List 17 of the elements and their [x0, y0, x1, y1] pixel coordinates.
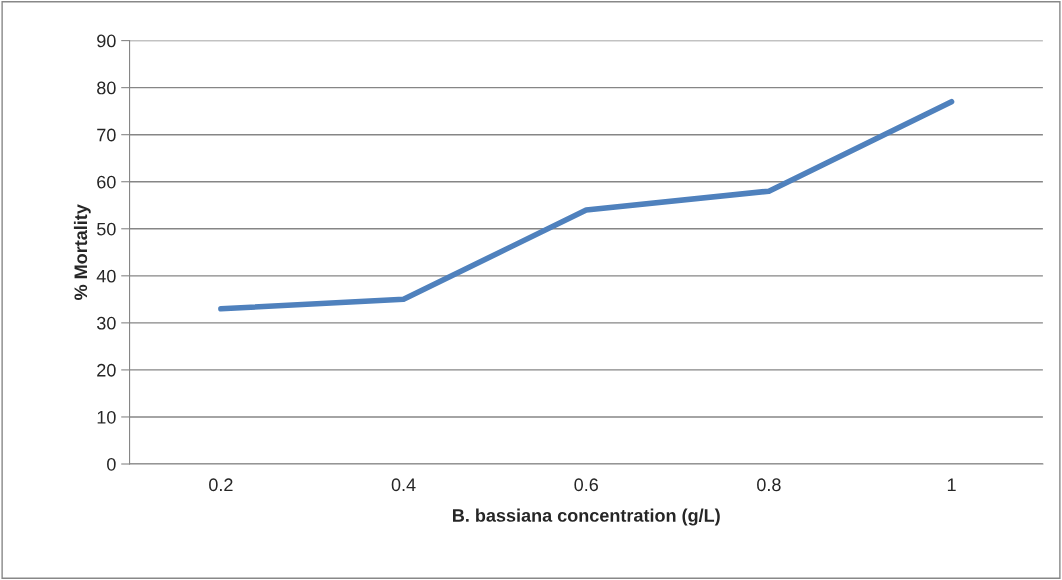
x-axis-title: B. bassiana concentration (g/L): [453, 508, 720, 526]
y-tick-label: 50: [97, 222, 116, 236]
y-tick-label: 40: [96, 269, 116, 283]
x-tick-label: 0.4: [391, 478, 416, 492]
y-tick-label: 20: [97, 363, 116, 377]
y-tick-label: 10: [97, 410, 116, 424]
x-tick-label: 0.6: [574, 478, 598, 492]
y-tick-label: 0: [107, 457, 116, 471]
x-tick-label: 0.2: [209, 478, 233, 492]
y-tick-label: 80: [97, 81, 116, 95]
x-tick-label: 1: [947, 478, 956, 491]
y-tick-label: 70: [97, 128, 116, 142]
x-tick-label: 0.8: [757, 478, 781, 492]
y-axis-title: % Mortality: [73, 204, 91, 300]
y-tick-label: 30: [96, 316, 116, 330]
y-tick-label: 60: [97, 175, 116, 189]
y-tick-label: 90: [97, 34, 116, 48]
